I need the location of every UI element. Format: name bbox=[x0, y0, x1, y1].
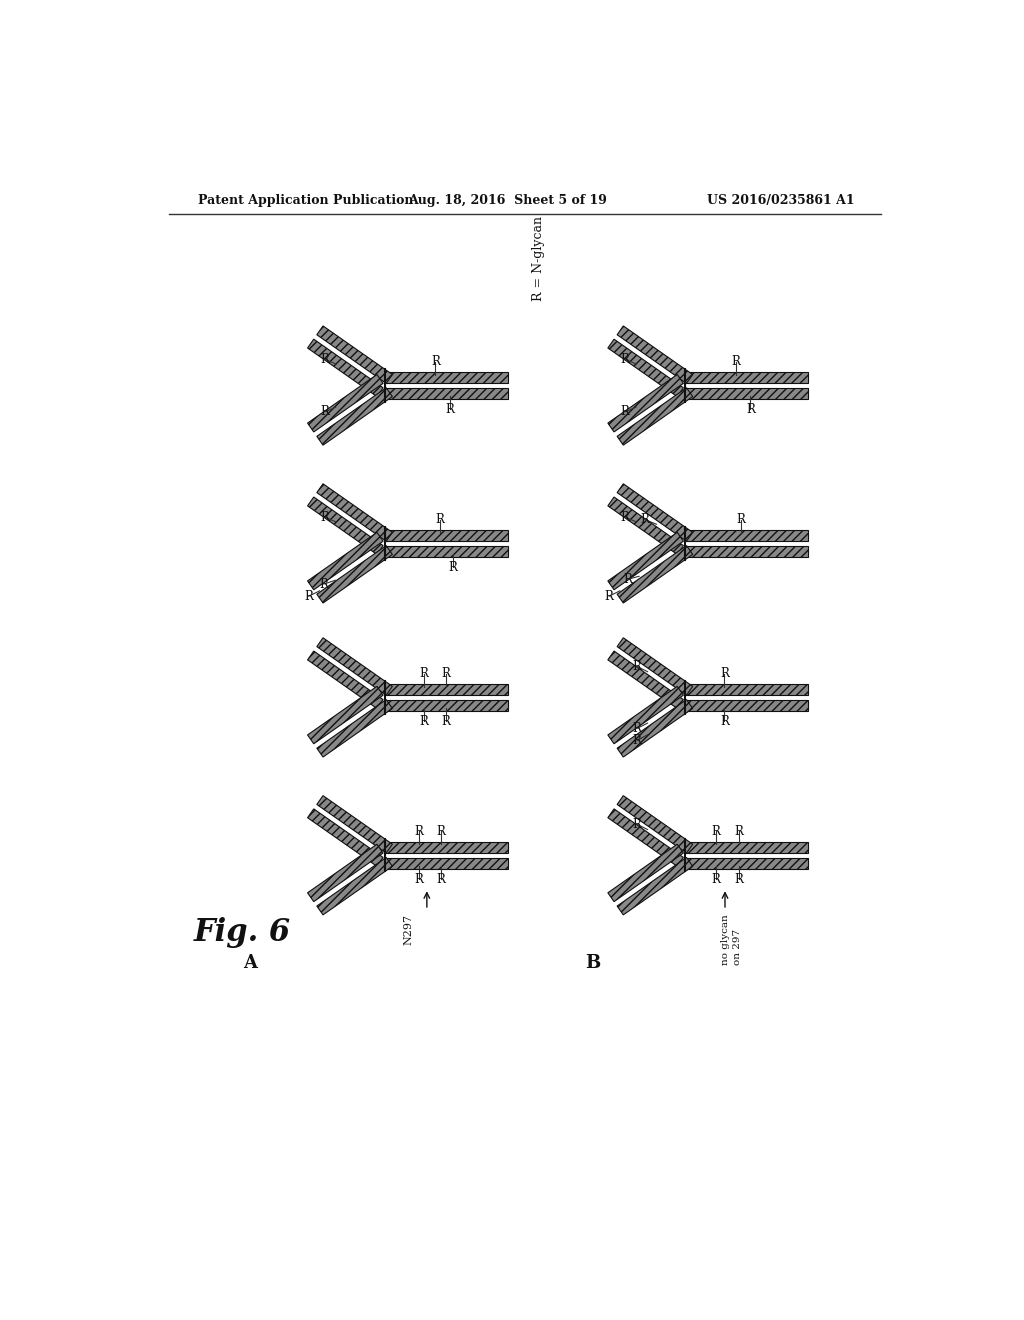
Polygon shape bbox=[685, 388, 808, 399]
Text: R = N-glycan: R = N-glycan bbox=[532, 216, 545, 301]
Polygon shape bbox=[685, 372, 808, 383]
Polygon shape bbox=[608, 498, 683, 554]
Polygon shape bbox=[316, 638, 392, 696]
Text: R: R bbox=[441, 714, 451, 727]
Polygon shape bbox=[617, 326, 692, 383]
Text: R: R bbox=[604, 590, 613, 603]
Polygon shape bbox=[608, 686, 683, 743]
Polygon shape bbox=[608, 845, 683, 902]
Text: Aug. 18, 2016  Sheet 5 of 19: Aug. 18, 2016 Sheet 5 of 19 bbox=[409, 194, 607, 207]
Polygon shape bbox=[307, 651, 383, 709]
Text: R: R bbox=[624, 573, 632, 586]
Text: R: R bbox=[621, 405, 630, 418]
Text: Fig. 6: Fig. 6 bbox=[194, 917, 291, 948]
Text: R: R bbox=[621, 511, 630, 524]
Text: R: R bbox=[734, 873, 743, 886]
Polygon shape bbox=[617, 388, 692, 445]
Polygon shape bbox=[617, 858, 692, 915]
Text: R: R bbox=[633, 734, 641, 747]
Text: R: R bbox=[745, 403, 755, 416]
Polygon shape bbox=[617, 796, 692, 853]
Polygon shape bbox=[385, 388, 508, 399]
Text: R: R bbox=[633, 817, 641, 830]
Text: R: R bbox=[720, 714, 729, 727]
Polygon shape bbox=[685, 546, 808, 557]
Text: Patent Application Publication: Patent Application Publication bbox=[199, 194, 414, 207]
Polygon shape bbox=[385, 858, 508, 869]
Polygon shape bbox=[385, 684, 508, 694]
Text: R: R bbox=[321, 511, 330, 524]
Polygon shape bbox=[617, 484, 692, 541]
Text: R: R bbox=[420, 667, 428, 680]
Text: R: R bbox=[431, 355, 439, 368]
Polygon shape bbox=[385, 372, 508, 383]
Polygon shape bbox=[307, 375, 383, 432]
Text: N297: N297 bbox=[403, 913, 414, 945]
Text: R: R bbox=[445, 403, 455, 416]
Text: R: R bbox=[321, 352, 330, 366]
Text: no glycan
on 297: no glycan on 297 bbox=[721, 913, 742, 965]
Text: R: R bbox=[415, 873, 424, 886]
Polygon shape bbox=[385, 546, 508, 557]
Polygon shape bbox=[685, 529, 808, 541]
Text: R: R bbox=[633, 722, 641, 735]
Polygon shape bbox=[608, 809, 683, 866]
Text: R: R bbox=[441, 667, 451, 680]
Polygon shape bbox=[316, 326, 392, 383]
Polygon shape bbox=[316, 700, 392, 756]
Text: R: R bbox=[436, 513, 444, 527]
Text: R: R bbox=[304, 590, 313, 603]
Polygon shape bbox=[385, 842, 508, 853]
Polygon shape bbox=[316, 858, 392, 915]
Text: R: R bbox=[415, 825, 424, 838]
Text: R: R bbox=[319, 578, 329, 590]
Polygon shape bbox=[385, 700, 508, 711]
Polygon shape bbox=[307, 686, 383, 743]
Polygon shape bbox=[307, 339, 383, 396]
Text: R: R bbox=[640, 513, 649, 527]
Text: R: R bbox=[449, 561, 457, 574]
Polygon shape bbox=[316, 796, 392, 853]
Polygon shape bbox=[608, 375, 683, 432]
Polygon shape bbox=[617, 638, 692, 696]
Text: R: R bbox=[633, 660, 641, 673]
Polygon shape bbox=[685, 842, 808, 853]
Polygon shape bbox=[685, 858, 808, 869]
Polygon shape bbox=[316, 484, 392, 541]
Polygon shape bbox=[608, 532, 683, 590]
Polygon shape bbox=[385, 529, 508, 541]
Text: R: R bbox=[720, 667, 729, 680]
Polygon shape bbox=[608, 339, 683, 396]
Polygon shape bbox=[316, 388, 392, 445]
Text: R: R bbox=[436, 873, 445, 886]
Polygon shape bbox=[685, 684, 808, 694]
Polygon shape bbox=[316, 545, 392, 603]
Text: US 2016/0235861 A1: US 2016/0235861 A1 bbox=[707, 194, 854, 207]
Text: R: R bbox=[731, 355, 740, 368]
Text: R: R bbox=[420, 714, 428, 727]
Polygon shape bbox=[617, 700, 692, 756]
Text: R: R bbox=[621, 352, 630, 366]
Polygon shape bbox=[307, 498, 383, 554]
Polygon shape bbox=[307, 532, 383, 590]
Text: A: A bbox=[243, 954, 257, 972]
Polygon shape bbox=[608, 651, 683, 709]
Text: R: R bbox=[736, 513, 745, 527]
Polygon shape bbox=[307, 809, 383, 866]
Text: R: R bbox=[321, 405, 330, 418]
Text: R: R bbox=[712, 873, 720, 886]
Polygon shape bbox=[617, 545, 692, 603]
Polygon shape bbox=[685, 700, 808, 711]
Polygon shape bbox=[307, 845, 383, 902]
Text: B: B bbox=[585, 954, 600, 972]
Text: R: R bbox=[436, 825, 445, 838]
Text: R: R bbox=[734, 825, 743, 838]
Text: R: R bbox=[712, 825, 720, 838]
